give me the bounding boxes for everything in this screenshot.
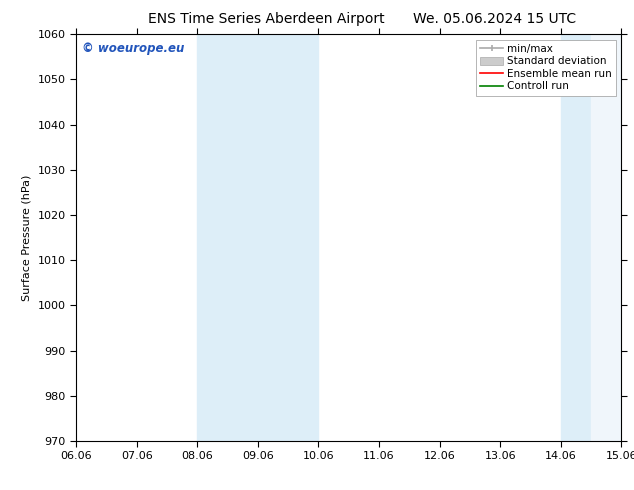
Legend: min/max, Standard deviation, Ensemble mean run, Controll run: min/max, Standard deviation, Ensemble me… bbox=[476, 40, 616, 96]
Bar bbox=[560, 34, 591, 441]
Text: We. 05.06.2024 15 UTC: We. 05.06.2024 15 UTC bbox=[413, 12, 576, 26]
Bar bbox=[197, 34, 318, 441]
Text: © woeurope.eu: © woeurope.eu bbox=[82, 43, 184, 55]
Text: ENS Time Series Aberdeen Airport: ENS Time Series Aberdeen Airport bbox=[148, 12, 385, 26]
Bar bbox=[591, 34, 621, 441]
Y-axis label: Surface Pressure (hPa): Surface Pressure (hPa) bbox=[22, 174, 32, 301]
